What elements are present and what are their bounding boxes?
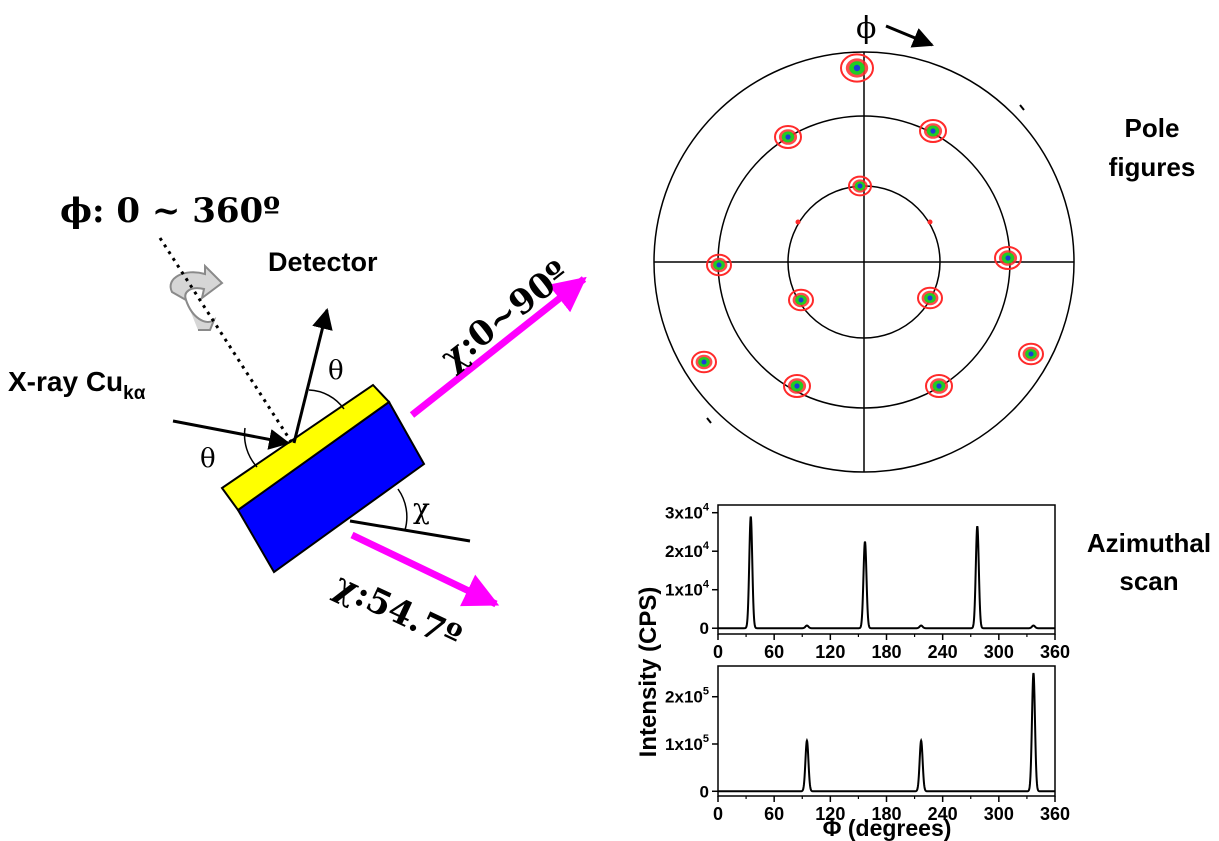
x-tick-label: 60	[764, 642, 784, 662]
x-tick-label: 180	[871, 642, 901, 662]
theta-arc-incident	[243, 427, 258, 468]
x-tick-label: 120	[815, 642, 845, 662]
x-tick-label: 60	[764, 804, 784, 824]
phi-direction-arrow	[885, 24, 934, 48]
thin-film	[220, 383, 391, 512]
outer-ring-tick-upper	[1019, 104, 1025, 111]
xray-label: X-ray Cukα	[8, 366, 146, 404]
chi-arc	[397, 488, 408, 531]
azimuthal-scans: 0 60 120 180 240 300 360 0 1x104 2x104 3x104 0 60 12…	[635, 502, 1211, 841]
y-tick-label: 0	[700, 619, 709, 638]
pole-spot	[917, 286, 943, 310]
pole-spot	[691, 350, 717, 374]
x-tick-label: 0	[713, 804, 723, 824]
x-tick-label: 360	[1040, 642, 1070, 662]
chi-symbol: χ	[413, 492, 430, 525]
plot-frame	[717, 504, 1056, 635]
weak-pole-spot	[795, 219, 801, 225]
pole-spot	[788, 288, 814, 312]
plot-frame	[717, 665, 1056, 797]
pole-spot	[783, 373, 811, 399]
xray-label-main: X-ray Cu	[8, 366, 123, 397]
pole-spot	[1018, 342, 1044, 366]
y-tick-label: 1x104	[665, 579, 710, 600]
azimuthal-plot-top: 0 60 120 180 240 300 360 0 1x104 2x104 3x104	[665, 502, 1070, 662]
y-tick-label: 3x104	[665, 502, 710, 523]
chi-reference-line	[349, 519, 471, 543]
x-tick-label: 0	[713, 642, 723, 662]
outer-ring-tick-lower	[706, 417, 712, 424]
x-tick-label: 240	[928, 804, 958, 824]
xray-label-subscript: kα	[123, 383, 146, 404]
phi-direction-symbol: ϕ	[856, 11, 876, 46]
chi-scan-label: χ:0~90º	[433, 253, 577, 378]
x-tick-label: 360	[1040, 804, 1070, 824]
sample-normal-line	[158, 237, 294, 444]
pole-spot	[919, 118, 947, 144]
theta-incident-symbol: θ	[200, 444, 216, 474]
y-tick-label: 2x105	[665, 686, 709, 707]
incident-beam-arrow	[172, 419, 291, 450]
pole-figures-title-line1: Pole	[1125, 113, 1180, 143]
pole-spot	[840, 53, 874, 83]
azimuthal-xlabel: Φ (degrees)	[823, 815, 952, 841]
azimuthal-title-line2: scan	[1119, 566, 1178, 596]
pole-spot	[774, 124, 802, 150]
x-tick-label: 120	[815, 804, 845, 824]
azimuthal-title-line1: Azimuthal	[1087, 528, 1211, 558]
x-tick-label: 240	[928, 642, 958, 662]
pole-figure: ϕ Pole figures	[653, 11, 1196, 473]
chi-fixed-arrow	[350, 531, 500, 608]
azimuthal-series-line	[718, 672, 1055, 793]
pole-spot	[848, 175, 872, 197]
x-tick-label: 300	[984, 804, 1014, 824]
geometry-diagram: ϕ: 0 ~ 360º Detector X-ray Cukα θ θ χ χ:…	[8, 191, 587, 658]
pole-spot	[706, 253, 732, 277]
azimuthal-ylabel: Intensity (CPS)	[635, 587, 662, 758]
pole-spot	[994, 245, 1022, 271]
pole-spot	[925, 373, 953, 399]
x-tick-label: 180	[871, 804, 901, 824]
azimuthal-plot-bottom: 0 60 120 180 240 300 360 0 1x105 2x105	[665, 665, 1070, 824]
detector-label: Detector	[268, 247, 378, 277]
y-tick-label: 0	[700, 782, 709, 801]
y-tick-label: 2x104	[665, 540, 710, 561]
pole-figures-title-line2: figures	[1109, 152, 1196, 182]
chi-scan-arrow	[409, 276, 587, 418]
pole-spots	[691, 53, 1044, 399]
y-tick-label: 1x105	[665, 733, 709, 754]
theta-arc-diffracted	[308, 389, 345, 410]
phi-rotation-label: ϕ: 0 ~ 360º	[60, 191, 280, 231]
weak-pole-spot	[927, 219, 933, 225]
diffracted-beam-arrow	[292, 307, 333, 444]
theta-diffracted-symbol: θ	[328, 356, 344, 386]
azimuthal-series-line	[718, 516, 1055, 630]
x-tick-label: 300	[984, 642, 1014, 662]
